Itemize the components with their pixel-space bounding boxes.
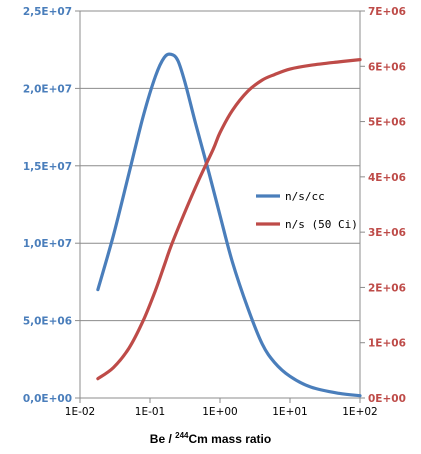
left-tick-label: 0,0E+00: [23, 393, 72, 405]
x-axis-label-superscript: 244: [175, 431, 189, 440]
series-line-2: [96, 58, 362, 381]
left-tick-label: 2,5E+07: [23, 6, 72, 18]
x-tick-label: 1E-02: [65, 406, 95, 418]
series-lines: [96, 52, 362, 398]
x-tick-label: 1E+00: [202, 406, 237, 418]
right-axis-ticks: 0E+00 1E+06 2E+06 3E+06 4E+06 5E+06 6E+06 7E+06: [360, 6, 406, 405]
x-axis-label-suffix: Cm mass ratio: [188, 432, 272, 446]
legend-label: n/s/cc: [285, 190, 325, 203]
legend-label: n/s (50 Ci): [285, 218, 358, 231]
right-tick-label: 7E+06: [368, 6, 406, 18]
gridlines: [80, 10, 360, 322]
legend: n/s/cc n/s (50 Ci): [256, 190, 358, 231]
x-axis-ticks: 1E-02 1E-01 1E+00 1E+01 1E+02: [65, 398, 378, 418]
right-tick-label: 6E+06: [368, 61, 406, 73]
right-tick-label: 2E+06: [368, 282, 406, 294]
left-axis-ticks: 0,0E+00 5,0E+06 1,0E+07 1,5E+07 2,0E+07 2,5E+…: [23, 6, 80, 405]
series-line-1: [96, 52, 362, 398]
right-tick-label: 4E+06: [368, 172, 406, 184]
right-tick-label: 1E+06: [368, 338, 406, 350]
left-tick-label: 1,5E+07: [23, 161, 72, 173]
left-tick-label: 5,0E+06: [23, 316, 72, 328]
right-tick-label: 5E+06: [368, 117, 406, 129]
x-axis-label-prefix: Be /: [149, 432, 176, 446]
right-tick-label: 3E+06: [368, 227, 406, 239]
x-axis-label: Be / 244Cm mass ratio: [0, 431, 421, 447]
right-tick-label: 0E+00: [368, 393, 406, 405]
x-tick-label: 1E+01: [272, 406, 307, 418]
x-tick-label: 1E+02: [342, 406, 377, 418]
left-tick-label: 2,0E+07: [23, 83, 72, 95]
left-tick-label: 1,0E+07: [23, 238, 72, 250]
x-tick-label: 1E-01: [135, 406, 165, 418]
